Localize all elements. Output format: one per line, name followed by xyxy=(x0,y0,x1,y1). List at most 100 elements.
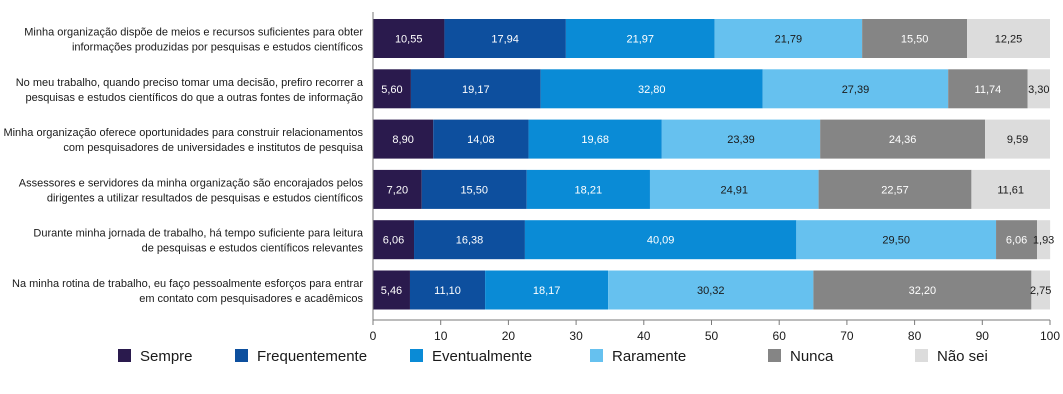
bar-value-label: 11,61 xyxy=(997,184,1024,196)
bar-segment xyxy=(410,69,541,109)
legend-label: Sempre xyxy=(140,348,193,365)
bar-value-label: 19,68 xyxy=(581,134,609,146)
bar-segment xyxy=(373,119,434,159)
bar-segment xyxy=(444,19,566,58)
category-label: Minha organização dispõe de meios e recu… xyxy=(24,27,363,39)
bar-segment xyxy=(373,69,411,109)
bar-value-label: 11,74 xyxy=(975,84,1002,96)
bar-segment xyxy=(414,220,525,260)
x-axis: 0 10 20 30 40 50 60 70 80 90 100 xyxy=(370,12,1060,343)
bar-value-label: 29,50 xyxy=(882,235,910,247)
bar-segment xyxy=(373,270,410,310)
bar-segment xyxy=(862,19,968,58)
bar-value-label: 19,17 xyxy=(462,84,490,96)
bar-value-label: 3,30 xyxy=(1028,84,1049,96)
x-tick-label: 70 xyxy=(840,329,854,343)
x-tick-label: 60 xyxy=(773,329,787,343)
bar-value-label: 15,50 xyxy=(460,184,488,196)
bar-segment xyxy=(433,119,529,159)
category-label: Durante minha jornada de trabalho, há te… xyxy=(33,228,363,240)
bar-segment xyxy=(649,169,819,209)
bar-segment xyxy=(540,69,763,109)
bar-value-label: 32,20 xyxy=(909,285,937,297)
bar-value-label: 21,79 xyxy=(775,34,803,46)
x-tick-label: 30 xyxy=(569,329,583,343)
bar-segment xyxy=(409,270,486,310)
bar-value-label: 24,91 xyxy=(721,184,749,196)
bar-segment xyxy=(373,169,422,209)
bar-value-label: 9,59 xyxy=(1007,134,1028,146)
legend: Sempre Frequentemente Eventualmente Raramen… xyxy=(118,348,988,365)
bar-value-label: 7,20 xyxy=(387,184,408,196)
x-tick-label: 40 xyxy=(637,329,651,343)
bar-value-label: 30,32 xyxy=(697,285,725,297)
bars-layer: 10,55 17,94 21,97 21,79 15,50 12,25 5,60 19,17 3… xyxy=(373,19,1054,310)
bar-value-label: 8,90 xyxy=(392,134,413,146)
category-label: dirigentes a utilizar resultados de pesq… xyxy=(47,192,364,204)
bar-segment xyxy=(1037,220,1051,260)
legend-label: Não sei xyxy=(937,348,988,365)
bar-segment xyxy=(373,19,445,58)
legend-label: Nunca xyxy=(790,348,834,365)
x-tick-label: 80 xyxy=(908,329,922,343)
bar-segment xyxy=(608,270,814,310)
x-tick-label: 90 xyxy=(976,329,990,343)
legend-label: Raramente xyxy=(612,348,686,365)
bar-segment xyxy=(1031,270,1050,310)
bar-segment xyxy=(813,270,1032,310)
x-tick-label: 0 xyxy=(370,329,377,343)
legend-swatch xyxy=(590,349,603,362)
legend-swatch xyxy=(118,349,131,362)
legend-swatch xyxy=(915,349,928,362)
bar-value-label: 16,38 xyxy=(456,235,484,247)
bar-segment xyxy=(996,220,1038,260)
bar-segment xyxy=(526,169,650,209)
bar-value-label: 22,57 xyxy=(881,184,909,196)
bar-segment xyxy=(485,270,609,310)
x-tick-label: 20 xyxy=(502,329,516,343)
bar-value-label: 40,09 xyxy=(647,235,675,247)
bar-segment xyxy=(985,119,1050,159)
bar-segment xyxy=(373,220,415,260)
category-label: No meu trabalho, quando preciso tomar um… xyxy=(16,77,364,89)
bar-value-label: 27,39 xyxy=(842,84,870,96)
bar-value-label: 6,06 xyxy=(1006,235,1027,247)
category-label: Assessores e servidores da minha organiz… xyxy=(19,177,364,189)
legend-swatch xyxy=(410,349,423,362)
bar-value-label: 6,06 xyxy=(383,235,404,247)
bar-segment xyxy=(1027,69,1050,109)
bar-value-label: 17,94 xyxy=(491,34,519,46)
x-tick-label: 50 xyxy=(705,329,719,343)
bar-value-label: 24,36 xyxy=(889,134,917,146)
category-label: Minha organização oferece oportunidades … xyxy=(3,127,363,139)
bar-value-label: 2,75 xyxy=(1030,285,1051,297)
bar-value-label: 15,50 xyxy=(901,34,929,46)
legend-label: Frequentemente xyxy=(257,348,367,365)
bar-value-label: 10,55 xyxy=(395,34,423,46)
bar-segment xyxy=(714,19,863,58)
category-label: com pesquisadores de universidades e ins… xyxy=(63,142,364,154)
x-tick-label: 10 xyxy=(434,329,448,343)
bar-value-label: 5,60 xyxy=(381,84,402,96)
bar-segment xyxy=(967,19,1050,58)
bar-segment xyxy=(820,119,986,159)
category-label: em contato com pesquisadores e acadêmico… xyxy=(139,293,363,305)
bar-segment xyxy=(565,19,715,58)
bar-value-label: 1,93 xyxy=(1033,235,1054,247)
bar-segment xyxy=(796,220,997,260)
x-tick-label: 100 xyxy=(1040,329,1060,343)
category-label: de pesquisas e estudos científicos relev… xyxy=(142,243,364,255)
category-labels: Minha organização dispõe de meios e recu… xyxy=(3,27,363,306)
legend-swatch xyxy=(235,349,248,362)
bar-segment xyxy=(948,69,1028,109)
legend-swatch xyxy=(768,349,781,362)
bar-segment xyxy=(818,169,972,209)
bar-value-label: 12,25 xyxy=(995,34,1023,46)
bar-segment xyxy=(762,69,949,109)
bar-segment xyxy=(661,119,821,159)
category-label: pesquisas e estudos científicos do que a… xyxy=(25,92,363,104)
bar-value-label: 11,10 xyxy=(434,285,461,297)
bar-value-label: 5,46 xyxy=(381,285,402,297)
bar-segment xyxy=(971,169,1050,209)
